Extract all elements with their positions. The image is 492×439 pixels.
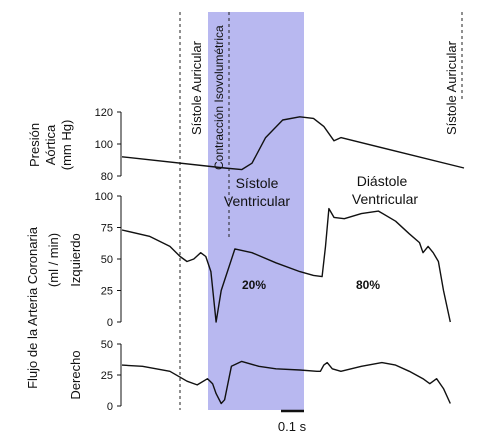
aortic-ylabel-2: Aórtica xyxy=(43,124,58,165)
diastole-percent: 80% xyxy=(356,278,380,292)
ventricular-systole-band xyxy=(208,12,304,410)
right_coronary_flow-tick-label: 50 xyxy=(101,339,113,351)
right_coronary_flow-tick-label: 0 xyxy=(107,401,113,413)
right_coronary_flow-tick-label: 25 xyxy=(101,370,113,382)
left_coronary_flow-tick-label: 0 xyxy=(107,317,113,329)
vent-diastole-line1: Diástole xyxy=(357,173,408,189)
left_coronary_flow-trace xyxy=(121,207,451,323)
left_coronary_flow-tick-label: 75 xyxy=(101,223,113,235)
systole-percent: 20% xyxy=(242,278,266,292)
left-coronary-label: Izquierdo xyxy=(68,233,83,286)
left_coronary_flow-tick-label: 50 xyxy=(101,254,113,266)
left_coronary_flow-tick-label: 25 xyxy=(101,286,113,298)
coronary-ylabel-2: (ml / min) xyxy=(46,233,61,287)
scale-bar-label: 0.1 s xyxy=(278,419,307,434)
aortic-ylabel-3: (mm Hg) xyxy=(59,120,74,171)
isovolumetric-label: Contracción Isovolumétrica xyxy=(212,25,226,170)
coronary-ylabel-1: Flujo de la Arteria Coronaria xyxy=(25,226,40,389)
vent-systole-line2: Ventricular xyxy=(224,193,290,209)
aortic_pressure-tick-label: 120 xyxy=(95,107,113,119)
right_coronary_flow-trace xyxy=(121,360,451,405)
aortic-ylabel-1: Presión xyxy=(27,123,42,167)
vent-diastole-line2: Ventricular xyxy=(352,191,418,207)
vent-systole-line1: Sístole xyxy=(236,175,279,191)
atrial-systole-label-1: Sístole Auricular xyxy=(189,40,204,135)
atrial-systole-label-2: Sístole Auricular xyxy=(444,40,459,135)
left_coronary_flow-tick-label: 100 xyxy=(95,191,113,203)
right-coronary-label: Derecho xyxy=(68,350,83,399)
aortic_pressure-tick-label: 80 xyxy=(101,171,113,183)
aortic_pressure-trace xyxy=(121,116,465,171)
aortic_pressure-tick-label: 100 xyxy=(95,139,113,151)
